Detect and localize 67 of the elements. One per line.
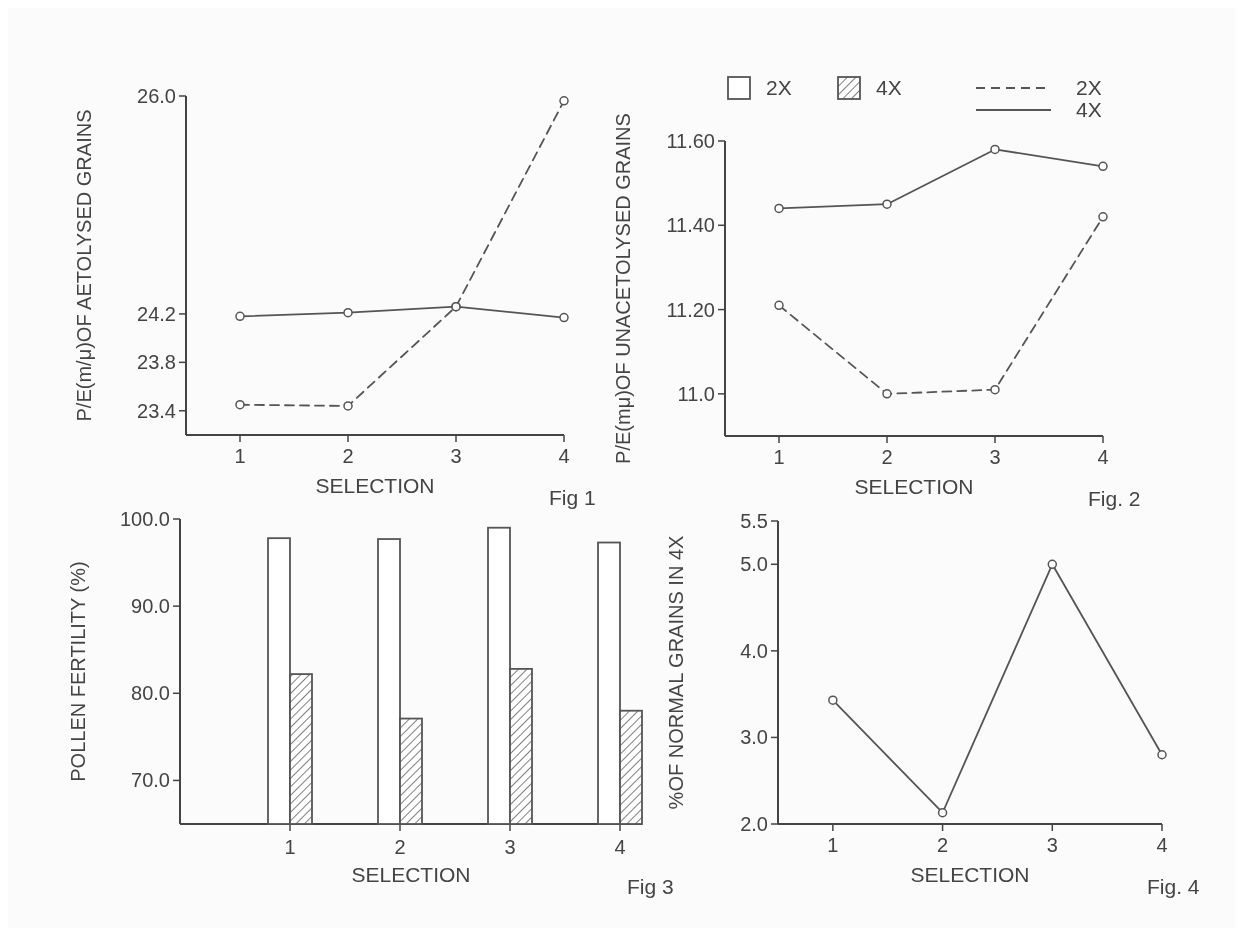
point: [1047, 559, 1058, 570]
x-tick-label: 1: [284, 836, 296, 858]
y-tick-label: 70.0: [131, 769, 170, 792]
point: [990, 384, 1000, 395]
y-tick-label: 23.8: [137, 351, 176, 374]
y-axis-title: P/E(mμ)OF UNACETOLYSED GRAINS: [612, 113, 634, 464]
x-tick-label: 3: [989, 446, 1001, 468]
x-tick-label: 3: [504, 836, 516, 858]
legend-label: 2X: [1076, 76, 1102, 100]
x-tick-label: 2: [881, 446, 893, 468]
y-tick-label: 5.5: [740, 510, 768, 532]
x-tick-label: 4: [1156, 834, 1168, 856]
x-tick-label: 1: [234, 445, 246, 467]
legend-label: 2X: [766, 76, 792, 100]
y-axis-title: POLLEN FERTILITY (%): [67, 561, 89, 782]
y-tick-label: 3.0: [740, 726, 768, 749]
x-axis-title: SELECTION: [854, 475, 974, 498]
point: [343, 401, 353, 411]
x-tick-label: 2: [394, 836, 406, 858]
caption: Fig 3: [627, 875, 674, 898]
y-axis-title: %OF NORMAL GRAINS IN 4X: [665, 535, 687, 810]
caption: Fig. 4: [1147, 875, 1200, 898]
x-tick-label: 2: [937, 834, 949, 856]
point: [774, 203, 784, 214]
y-tick-label: 100.0: [119, 508, 170, 530]
y-tick-label: 11.20: [666, 298, 715, 321]
point: [774, 300, 784, 311]
y-tick-label: 11.40: [666, 214, 715, 237]
point: [1098, 161, 1108, 172]
x-tick-label: 3: [450, 445, 462, 467]
x-axis-title: SELECTION: [351, 863, 471, 886]
legend-label: 4X: [1076, 98, 1102, 122]
point: [235, 311, 245, 322]
point: [1098, 212, 1108, 222]
point: [559, 312, 569, 323]
point: [235, 399, 245, 410]
point: [937, 808, 948, 818]
point: [343, 307, 353, 318]
y-tick-label: 2.0: [740, 813, 768, 835]
y-tick-label: 26.0: [137, 85, 176, 107]
x-axis-title: SELECTION: [315, 474, 435, 497]
point: [882, 199, 892, 209]
x-tick-label: 2: [342, 445, 354, 467]
x-tick-label: 4: [558, 445, 570, 467]
y-tick-label: 11.0: [677, 382, 715, 405]
x-tick-label: 4: [614, 836, 626, 858]
caption: Fig 1: [549, 486, 596, 509]
caption: Fig. 2: [1088, 487, 1141, 510]
x-tick-label: 3: [1046, 834, 1058, 856]
y-tick-label: 11.60: [666, 130, 715, 152]
point: [882, 389, 892, 399]
legend-label: 4X: [876, 76, 902, 100]
point: [559, 96, 569, 106]
point: [990, 144, 1000, 155]
point: [828, 695, 838, 705]
y-tick-label: 4.0: [740, 639, 768, 662]
y-tick-label: 5.0: [740, 553, 768, 576]
point: [1157, 749, 1167, 760]
x-axis-title: SELECTION: [910, 863, 1030, 886]
y-tick-label: 24.2: [137, 302, 176, 325]
x-tick-label: 1: [827, 834, 839, 856]
y-tick-label: 23.4: [137, 399, 176, 422]
y-tick-label: 80.0: [131, 682, 170, 705]
y-tick-label: 90.0: [131, 595, 170, 618]
x-tick-label: 1: [773, 446, 785, 468]
x-tick-label: 4: [1097, 446, 1109, 468]
y-axis-title: P/E(m/μ)OF AETOLYSED GRAINS: [73, 109, 95, 422]
